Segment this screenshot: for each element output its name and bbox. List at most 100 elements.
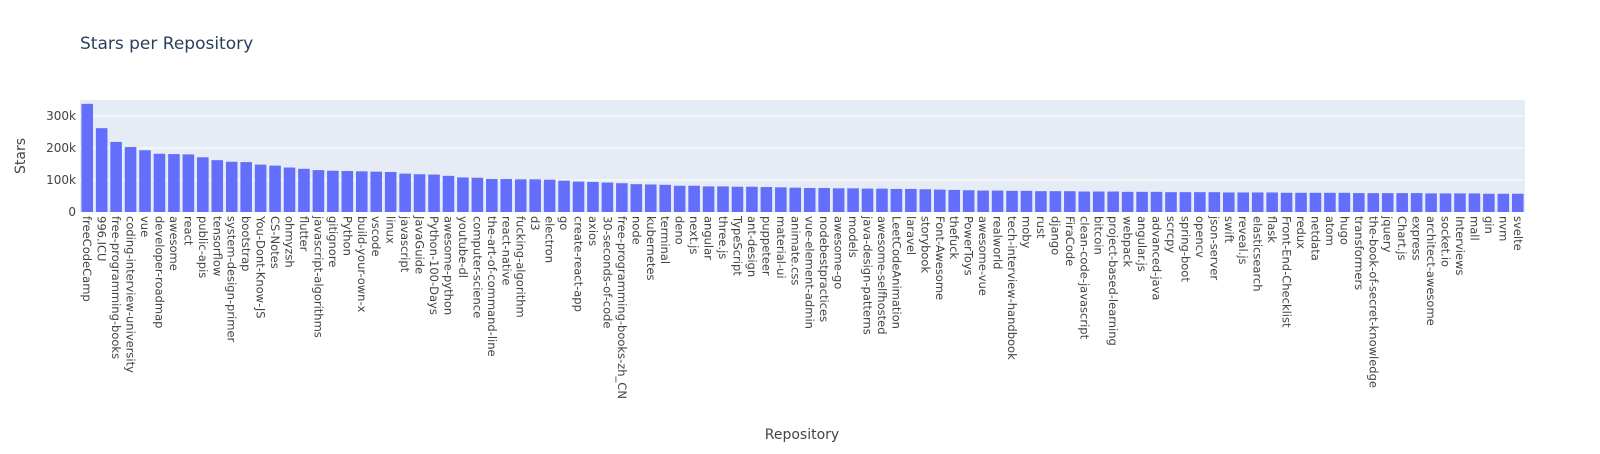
bar-javascript-algorithms[interactable] — [312, 170, 325, 212]
bar-spring-boot[interactable] — [1179, 192, 1192, 212]
bar-d3[interactable] — [529, 179, 541, 212]
bar-svelte[interactable] — [1511, 193, 1524, 212]
bar-moby[interactable] — [1020, 190, 1033, 212]
bar-bitcoin[interactable] — [1092, 191, 1105, 212]
bar-awesome-go[interactable] — [832, 188, 845, 212]
bar-realworld[interactable] — [991, 190, 1004, 212]
bar-node[interactable] — [630, 184, 643, 212]
bar-javascript[interactable] — [399, 173, 411, 212]
bar-coding-interview-university[interactable] — [124, 147, 137, 212]
bar-architect-awesome[interactable] — [1425, 193, 1437, 212]
bar-kubernetes[interactable] — [644, 184, 657, 212]
bar-jquery[interactable] — [1381, 193, 1394, 212]
bar-socket.io[interactable] — [1439, 193, 1452, 212]
bar-PowerToys[interactable] — [962, 190, 975, 212]
bar-clean-code-javascript[interactable] — [1078, 191, 1091, 212]
bar-nodebestpractices[interactable] — [818, 188, 830, 212]
bar-bootstrap[interactable] — [240, 162, 252, 212]
bar-flask[interactable] — [1266, 192, 1278, 212]
bar-json-server[interactable] — [1208, 192, 1221, 212]
bar-ant-design[interactable] — [746, 186, 758, 212]
bar-computer-science[interactable] — [471, 177, 484, 212]
bar-Python[interactable] — [341, 171, 354, 212]
bar-LeetCodeAnimation[interactable] — [890, 188, 903, 212]
bar-swift[interactable] — [1222, 192, 1235, 212]
bar-996.ICU[interactable] — [95, 128, 108, 212]
bar-the-book-of-secret-knowledge[interactable] — [1367, 193, 1380, 212]
bar-FiraCode[interactable] — [1064, 191, 1076, 212]
bar-electron[interactable] — [543, 179, 556, 212]
bar-Python-100-Days[interactable] — [428, 174, 440, 212]
bar-30-seconds-of-code[interactable] — [601, 182, 614, 212]
bar-go[interactable] — [558, 180, 570, 212]
bar-django[interactable] — [1049, 191, 1062, 212]
bar-Front-End-Checklist[interactable] — [1280, 192, 1293, 212]
bar-linux[interactable] — [384, 172, 397, 212]
bar-tensorflow[interactable] — [211, 160, 224, 212]
bar-models[interactable] — [847, 188, 859, 212]
bar-atom[interactable] — [1324, 192, 1336, 212]
bar-awesome[interactable] — [168, 154, 180, 212]
bar-elasticsearch[interactable] — [1251, 192, 1264, 212]
bar-gitignore[interactable] — [327, 170, 339, 212]
bar-reveal.js[interactable] — [1237, 192, 1250, 212]
bar-deno[interactable] — [673, 185, 686, 212]
bar-react[interactable] — [182, 154, 195, 212]
bar-opencv[interactable] — [1194, 192, 1206, 212]
bar-freeCodeCamp[interactable] — [81, 103, 94, 212]
bar-TypeScript[interactable] — [731, 186, 744, 212]
bar-You-Dont-Know-JS[interactable] — [254, 164, 267, 212]
bar-the-art-of-command-line[interactable] — [486, 179, 498, 212]
bar-awesome-vue[interactable] — [977, 190, 989, 212]
bar-rust[interactable] — [1035, 191, 1047, 212]
bar-puppeteer[interactable] — [760, 187, 773, 212]
bar-transformers[interactable] — [1353, 193, 1365, 212]
bar-flutter[interactable] — [298, 168, 310, 212]
bar-angular[interactable] — [702, 186, 715, 212]
bar-developer-roadmap[interactable] — [153, 153, 166, 212]
bar-CS-Notes[interactable] — [269, 165, 281, 212]
bar-next.js[interactable] — [688, 185, 700, 212]
bar-JavaGuide[interactable] — [413, 174, 426, 212]
bar-vue[interactable] — [139, 150, 151, 212]
bar-redux[interactable] — [1295, 192, 1307, 212]
bar-Chart.js[interactable] — [1396, 193, 1408, 212]
bar-laravel[interactable] — [905, 188, 917, 212]
bar-free-programming-books-zh_CN[interactable] — [616, 183, 628, 212]
bar-tech-interview-handbook[interactable] — [1006, 190, 1018, 212]
bar-axios[interactable] — [587, 181, 599, 212]
bar-java-design-patterns[interactable] — [861, 188, 874, 212]
bar-project-based-learning[interactable] — [1107, 191, 1119, 212]
bar-Font-Awesome[interactable] — [933, 189, 946, 212]
bar-scrcpy[interactable] — [1165, 192, 1177, 212]
bar-netdata[interactable] — [1309, 192, 1322, 212]
bar-awesome-selfhosted[interactable] — [876, 188, 888, 212]
bar-react-native[interactable] — [500, 179, 513, 212]
bar-hugo[interactable] — [1338, 192, 1351, 212]
bar-material-ui[interactable] — [775, 187, 787, 212]
bar-terminal[interactable] — [659, 184, 672, 212]
bar-system-design-primer[interactable] — [225, 161, 238, 212]
bar-thefuck[interactable] — [948, 189, 961, 212]
bar-free-programming-books[interactable] — [110, 141, 122, 212]
bar-mall[interactable] — [1468, 193, 1481, 212]
bar-Interviews[interactable] — [1454, 193, 1466, 212]
bar-nvm[interactable] — [1497, 193, 1510, 212]
bar-webpack[interactable] — [1121, 191, 1134, 212]
bar-ohmyzsh[interactable] — [283, 167, 296, 212]
bar-express[interactable] — [1410, 193, 1423, 212]
bar-storybook[interactable] — [919, 189, 932, 212]
bar-angular.js[interactable] — [1136, 191, 1148, 212]
bar-gin[interactable] — [1483, 193, 1495, 212]
bar-advanced-java[interactable] — [1150, 191, 1163, 212]
bar-public-apis[interactable] — [197, 157, 209, 212]
bar-fucking-algorithm[interactable] — [514, 179, 527, 212]
bar-vue-element-admin[interactable] — [803, 188, 816, 212]
bar-create-react-app[interactable] — [572, 181, 585, 212]
bar-animate.css[interactable] — [789, 187, 802, 212]
bar-youtube-dl[interactable] — [457, 177, 469, 212]
bar-vscode[interactable] — [370, 171, 383, 212]
bar-awesome-python[interactable] — [442, 175, 455, 212]
bar-three.js[interactable] — [717, 186, 729, 212]
bar-build-your-own-x[interactable] — [355, 171, 368, 212]
